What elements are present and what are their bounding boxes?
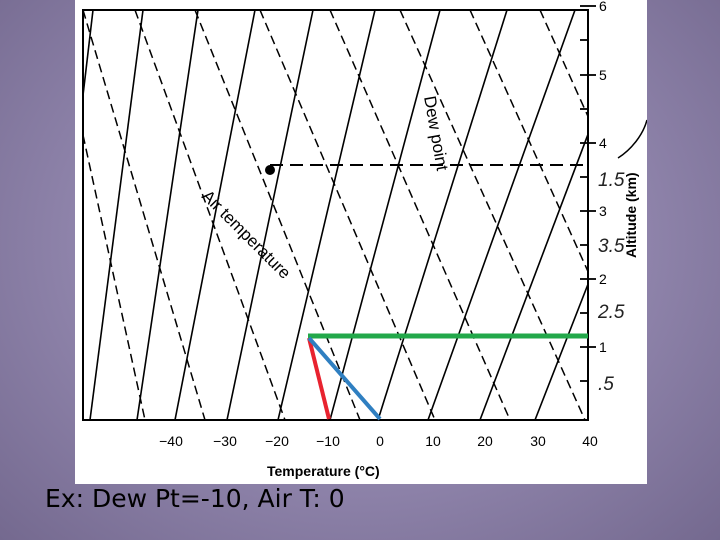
y-tick-6: 6 xyxy=(599,0,607,14)
slide-caption: Ex: Dew Pt=-10, Air T: 0 xyxy=(45,484,345,513)
dew-point-path-line xyxy=(307,337,331,420)
y-axis-ticks xyxy=(580,5,596,382)
x-axis-title: Temperature (°C) xyxy=(267,463,380,479)
edge-curve xyxy=(617,119,648,159)
dew-point-marker xyxy=(265,165,275,175)
x-tick--10: −10 xyxy=(316,433,340,449)
hw-2-5: 2.5 xyxy=(597,302,625,323)
y-axis-title: Altitude (km) xyxy=(623,172,639,258)
x-tick-30: 30 xyxy=(530,433,546,449)
x-tick-10: 10 xyxy=(425,433,441,449)
air-temperature-path-line xyxy=(307,336,382,421)
x-tick-0: 0 xyxy=(376,433,384,449)
hw-4-5: 1.5 xyxy=(598,170,625,191)
x-tick-40: 40 xyxy=(582,433,598,449)
skew-t-diagram: 6 5 4 3 2 1 .5 2.5 3.5 1.5 Altitude (km)… xyxy=(82,0,648,479)
plot-frame xyxy=(82,9,589,421)
y-tick-3: 3 xyxy=(599,203,607,219)
x-tick--40: −40 xyxy=(159,433,183,449)
x-tick-20: 20 xyxy=(477,433,493,449)
x-tick-labels: −40 −30 −20 −10 0 10 20 30 40 xyxy=(159,433,598,449)
y-tick-4: 4 xyxy=(599,135,607,151)
y-tick-2: 2 xyxy=(599,271,607,287)
grid-lines xyxy=(83,10,588,420)
skew-t-diagram-image: 6 5 4 3 2 1 .5 2.5 3.5 1.5 Altitude (km)… xyxy=(75,0,648,484)
solid-lines xyxy=(83,10,588,420)
handwritten-marks: .5 2.5 3.5 1.5 xyxy=(597,170,625,395)
y-tick-5: 5 xyxy=(599,67,607,83)
hw-0-5: .5 xyxy=(598,374,614,395)
dashed-lines xyxy=(83,10,588,420)
x-tick--30: −30 xyxy=(213,433,237,449)
y-tick-labels: 6 5 4 3 2 1 xyxy=(599,0,607,355)
x-tick--20: −20 xyxy=(265,433,289,449)
hw-3-5: 3.5 xyxy=(598,236,625,257)
y-tick-1: 1 xyxy=(599,339,607,355)
